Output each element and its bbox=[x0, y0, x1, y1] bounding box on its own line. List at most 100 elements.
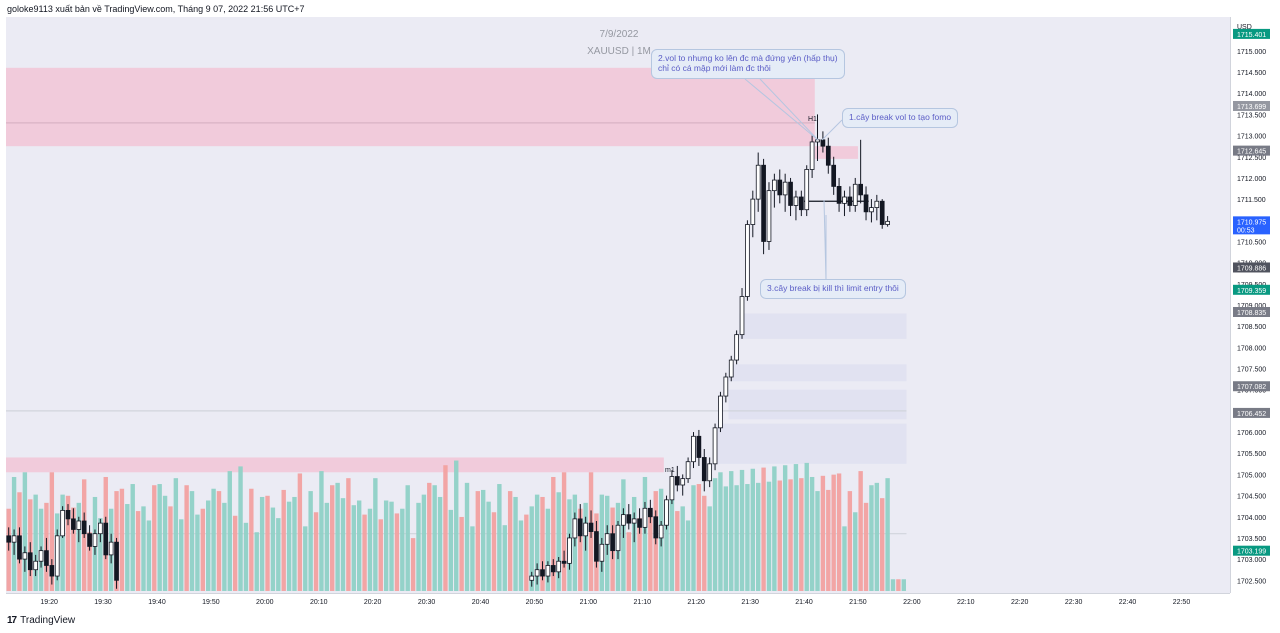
candle-body bbox=[44, 550, 49, 566]
zone-imbalance-5 bbox=[728, 389, 907, 420]
price-label-bg bbox=[1233, 100, 1270, 111]
price-label-text: 1709.359 bbox=[1237, 288, 1266, 295]
volume-bar bbox=[340, 498, 346, 591]
candle-body bbox=[81, 520, 87, 535]
candle-body bbox=[809, 141, 815, 170]
price-axis-tick: 1713.500 bbox=[1237, 112, 1266, 119]
candle-body bbox=[831, 164, 837, 187]
volume-bar bbox=[551, 476, 556, 591]
price-label-bg bbox=[1233, 284, 1270, 295]
price-label-text: 1707.082 bbox=[1237, 384, 1266, 391]
volume-bar bbox=[351, 505, 356, 591]
watermark-date: 7/9/2022 bbox=[600, 29, 639, 40]
price-label-bg bbox=[1233, 262, 1270, 273]
time-axis-tick: 20:20 bbox=[364, 599, 382, 606]
candle-body bbox=[680, 478, 686, 486]
volume-bar bbox=[675, 511, 680, 591]
volume-bar bbox=[168, 506, 173, 591]
candle-body bbox=[696, 435, 702, 458]
volume-bar bbox=[761, 467, 766, 591]
zone-supply-1 bbox=[814, 146, 858, 159]
candle-body bbox=[33, 560, 39, 571]
footer-brand[interactable]: 17 TradingView bbox=[7, 615, 75, 626]
volume-bar bbox=[669, 484, 675, 591]
annotation-pointer-line bbox=[823, 199, 827, 281]
volume-bar bbox=[718, 472, 723, 591]
volume-bar bbox=[793, 464, 799, 591]
candle-body bbox=[745, 224, 750, 297]
volume-bar bbox=[481, 489, 486, 591]
volume-bar bbox=[421, 494, 427, 591]
candle-body bbox=[685, 461, 691, 480]
volume-bar bbox=[49, 472, 55, 591]
candle-body bbox=[836, 186, 842, 204]
candle-body bbox=[664, 499, 669, 526]
candle-body bbox=[739, 296, 745, 336]
candle-body bbox=[567, 537, 572, 564]
time-axis-tick: 21:50 bbox=[849, 599, 867, 606]
volume-bar bbox=[734, 485, 739, 591]
volume-bar bbox=[815, 491, 820, 591]
volume-bar bbox=[324, 502, 330, 591]
candle-body bbox=[71, 518, 76, 530]
volume-bar bbox=[486, 501, 491, 591]
candle-body bbox=[626, 514, 632, 524]
candle-body bbox=[755, 164, 761, 200]
price-label-bg bbox=[1233, 28, 1270, 39]
candle-body bbox=[17, 535, 22, 560]
price-axis-tick: 1704.500 bbox=[1237, 494, 1266, 501]
price-axis-tick: 1714.000 bbox=[1237, 91, 1266, 98]
volume-bar bbox=[76, 502, 81, 591]
zone-supply-0 bbox=[6, 67, 815, 147]
volume-bar bbox=[313, 512, 319, 591]
volume-bar bbox=[869, 485, 874, 591]
volume-bar bbox=[437, 496, 443, 591]
annotation-pointer-line bbox=[821, 119, 843, 141]
volume-bar bbox=[303, 526, 308, 591]
price-label-countdown: 00:53 bbox=[1237, 227, 1255, 234]
price-axis-tick: 1712.000 bbox=[1237, 176, 1266, 183]
volume-bar bbox=[308, 491, 313, 591]
time-axis-tick: 19:50 bbox=[202, 599, 220, 606]
volume-bar bbox=[529, 506, 534, 591]
volume-bar bbox=[880, 498, 885, 591]
candle-body bbox=[772, 179, 777, 192]
price-axis[interactable] bbox=[1230, 17, 1280, 593]
volume-bar bbox=[281, 489, 286, 591]
price-axis-tick: 1709.000 bbox=[1237, 303, 1266, 310]
volume-bar bbox=[427, 482, 432, 591]
zone-imbalance-3 bbox=[739, 313, 907, 339]
annotation-note-3[interactable]: 3.cây break bị kill thì limit entry thôi bbox=[760, 279, 906, 299]
time-axis-tick: 19:20 bbox=[40, 599, 58, 606]
volume-bar bbox=[98, 518, 103, 591]
candle-body bbox=[734, 334, 739, 361]
price-axis-tick: 1704.000 bbox=[1237, 515, 1266, 522]
volume-bar bbox=[534, 494, 540, 591]
price-label-text: 1712.645 bbox=[1237, 149, 1266, 156]
candle-body bbox=[529, 575, 535, 581]
candle-body bbox=[11, 535, 17, 543]
annotation-note-2[interactable]: 2.vol to nhưng ko lên đc mà đứng yên (hấ… bbox=[651, 49, 845, 79]
annotation-note-1[interactable]: 1.cây break vol to tạo fomo bbox=[842, 108, 959, 128]
volume-bar bbox=[243, 522, 249, 591]
annotation-note-1-text: 1.cây break vol to tạo fomo bbox=[849, 112, 952, 122]
candle-body bbox=[615, 524, 621, 552]
candle-body bbox=[556, 560, 562, 573]
volume-bar bbox=[637, 518, 642, 591]
time-axis-tick: 20:50 bbox=[526, 599, 544, 606]
price-label-bg bbox=[1233, 407, 1270, 418]
time-axis-tick: 21:10 bbox=[633, 599, 651, 606]
candle-body bbox=[87, 533, 92, 547]
volume-bar bbox=[702, 495, 707, 591]
label-m1: m1 bbox=[665, 467, 675, 474]
price-label-bg bbox=[1233, 545, 1270, 556]
time-axis[interactable] bbox=[6, 593, 1230, 610]
price-axis-tick: 1703.500 bbox=[1237, 536, 1266, 543]
time-axis-tick: 22:40 bbox=[1119, 599, 1137, 606]
price-axis-tick: 1705.500 bbox=[1237, 451, 1266, 458]
price-label-text: 1713.699 bbox=[1237, 104, 1266, 111]
time-axis-tick: 22:50 bbox=[1173, 599, 1191, 606]
price-axis-tick: 1711.500 bbox=[1237, 197, 1266, 204]
candle-body bbox=[879, 200, 885, 225]
volume-bar bbox=[146, 520, 152, 591]
